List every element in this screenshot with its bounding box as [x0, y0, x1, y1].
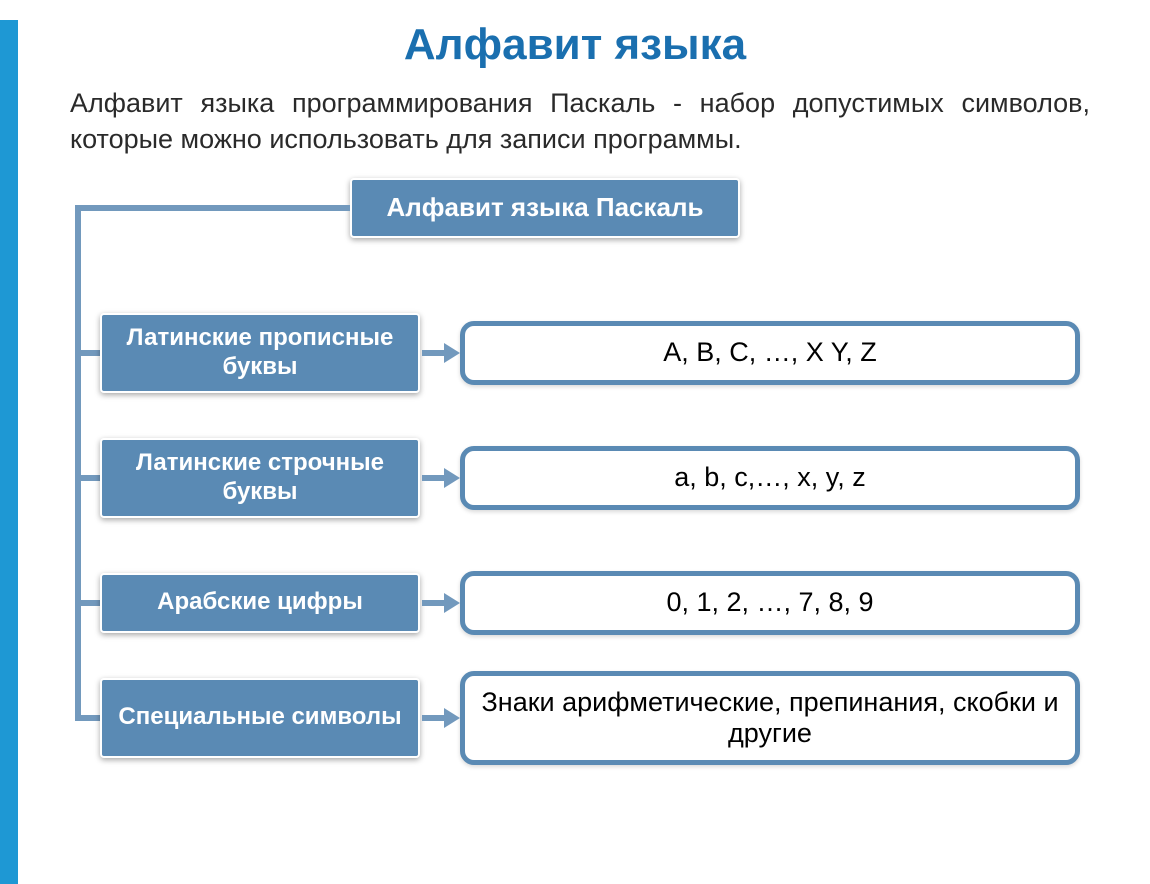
- connector-root-vertical: [75, 208, 81, 718]
- example-box-2: 0, 1, 2, …, 7, 8, 9: [460, 571, 1080, 635]
- root-node: Алфавит языка Паскаль: [350, 178, 740, 238]
- page-subtitle: Алфавит языка программирования Паскаль -…: [70, 85, 1090, 158]
- category-box-1: Латинские строчные буквы: [100, 438, 420, 518]
- connector-root-branch: [75, 205, 350, 211]
- arrow-3: [422, 715, 446, 721]
- category-box-0: Латинские прописные буквы: [100, 313, 420, 393]
- example-box-3: Знаки арифметические, препинания, скобки…: [460, 671, 1080, 765]
- connector-branch-0: [75, 350, 100, 356]
- arrow-2: [422, 600, 446, 606]
- category-box-3: Специальные символы: [100, 678, 420, 758]
- connector-branch-1: [75, 475, 100, 481]
- example-box-0: A, B, C, …, X Y, Z: [460, 321, 1080, 385]
- connector-branch-3: [75, 715, 100, 721]
- category-box-2: Арабские цифры: [100, 573, 420, 633]
- connector-branch-2: [75, 600, 100, 606]
- left-accent-bar: [0, 20, 18, 884]
- arrow-0: [422, 350, 446, 356]
- diagram-container: Алфавит языка Паскаль Латинские прописны…: [40, 178, 1150, 798]
- example-box-1: a, b, c,…, x, y, z: [460, 446, 1080, 510]
- page-title: Алфавит языка: [0, 20, 1150, 70]
- arrow-1: [422, 475, 446, 481]
